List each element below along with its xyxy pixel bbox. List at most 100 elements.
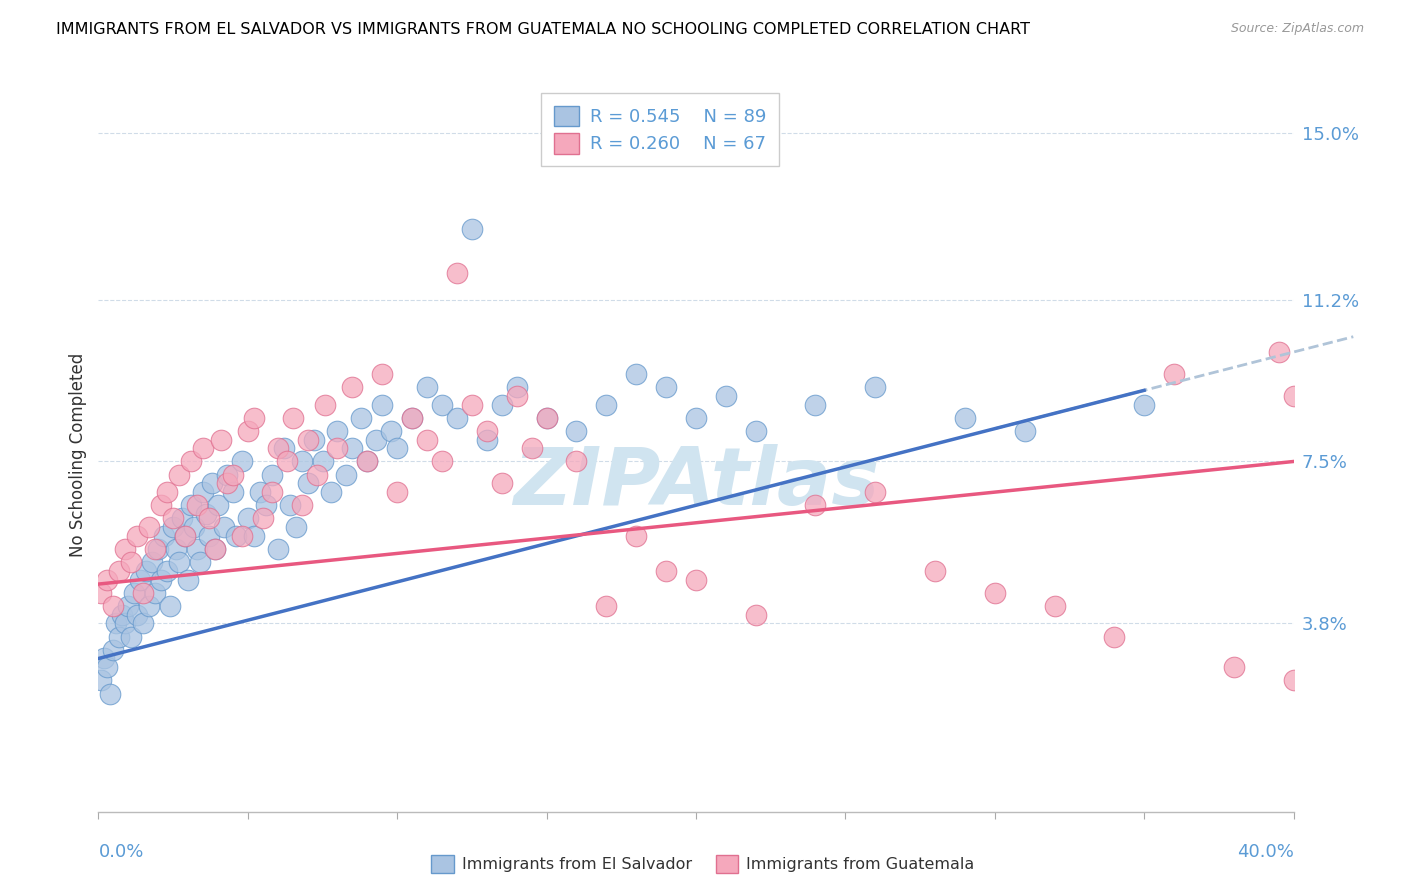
Point xyxy=(127,607,149,622)
Text: Source: ZipAtlas.com: Source: ZipAtlas.com xyxy=(1230,22,1364,36)
Point xyxy=(186,542,208,557)
Point xyxy=(222,485,245,500)
Point xyxy=(174,529,197,543)
Point xyxy=(207,498,229,512)
Point xyxy=(222,467,245,482)
Point xyxy=(416,433,439,447)
Point xyxy=(204,542,226,557)
Point xyxy=(120,555,142,569)
Point xyxy=(103,599,125,613)
Point xyxy=(267,542,290,557)
Point xyxy=(342,380,364,394)
Point xyxy=(174,529,197,543)
Point xyxy=(461,398,484,412)
Text: IMMIGRANTS FROM EL SALVADOR VS IMMIGRANTS FROM GUATEMALA NO SCHOOLING COMPLETED : IMMIGRANTS FROM EL SALVADOR VS IMMIGRANT… xyxy=(56,22,1031,37)
Point xyxy=(284,520,307,534)
Point xyxy=(335,467,357,482)
Point xyxy=(595,599,617,613)
Point xyxy=(745,424,768,438)
Point xyxy=(198,511,221,525)
Point xyxy=(416,380,439,394)
Point xyxy=(103,642,125,657)
Point xyxy=(93,651,115,665)
Point xyxy=(236,424,259,438)
Point xyxy=(165,542,187,557)
Point xyxy=(177,573,200,587)
Point xyxy=(212,520,235,534)
Point xyxy=(183,520,205,534)
Point xyxy=(1282,389,1305,403)
Point xyxy=(536,410,558,425)
Point xyxy=(1163,367,1185,381)
Point xyxy=(311,454,333,468)
Point xyxy=(188,555,211,569)
Point xyxy=(150,498,173,512)
Point xyxy=(135,564,157,578)
Point xyxy=(96,660,118,674)
Point xyxy=(114,542,136,557)
Point xyxy=(273,442,295,456)
Point xyxy=(983,586,1005,600)
Point xyxy=(249,485,271,500)
Point xyxy=(186,498,208,512)
Point xyxy=(430,398,453,412)
Point xyxy=(204,542,226,557)
Point xyxy=(117,599,139,613)
Point xyxy=(326,442,349,456)
Point xyxy=(132,586,155,600)
Point xyxy=(297,433,319,447)
Point xyxy=(430,454,453,468)
Text: 0.0%: 0.0% xyxy=(98,843,143,861)
Point xyxy=(804,498,827,512)
Point xyxy=(565,424,588,438)
Point xyxy=(108,630,131,644)
Point xyxy=(385,442,409,456)
Point xyxy=(243,410,266,425)
Point xyxy=(98,686,122,700)
Point xyxy=(111,607,134,622)
Point xyxy=(191,442,214,456)
Point xyxy=(595,398,617,412)
Point xyxy=(167,467,190,482)
Point xyxy=(1267,345,1289,359)
Point xyxy=(624,529,647,543)
Point xyxy=(132,616,155,631)
Point xyxy=(150,573,173,587)
Point xyxy=(138,599,160,613)
Point xyxy=(446,410,468,425)
Point xyxy=(297,476,319,491)
Point xyxy=(162,520,184,534)
Point xyxy=(655,564,678,578)
Text: ZIPAtlas: ZIPAtlas xyxy=(513,444,879,523)
Point xyxy=(520,442,543,456)
Point xyxy=(350,410,373,425)
Point xyxy=(127,529,149,543)
Point xyxy=(231,529,253,543)
Point xyxy=(260,485,283,500)
Point xyxy=(475,424,498,438)
Point xyxy=(156,564,179,578)
Point xyxy=(865,380,887,394)
Point xyxy=(491,476,513,491)
Point xyxy=(924,564,946,578)
Point xyxy=(167,555,190,569)
Point xyxy=(180,454,202,468)
Point xyxy=(865,485,887,500)
Point xyxy=(215,467,238,482)
Point xyxy=(153,529,176,543)
Point xyxy=(278,498,301,512)
Point xyxy=(290,454,312,468)
Point xyxy=(105,616,128,631)
Point xyxy=(506,380,529,394)
Point xyxy=(159,599,181,613)
Point xyxy=(366,433,388,447)
Point xyxy=(129,573,152,587)
Point xyxy=(371,367,394,381)
Point xyxy=(685,410,707,425)
Point xyxy=(1043,599,1066,613)
Point xyxy=(804,398,827,412)
Point xyxy=(326,424,349,438)
Point xyxy=(1014,424,1036,438)
Point xyxy=(90,673,112,688)
Point xyxy=(90,586,112,600)
